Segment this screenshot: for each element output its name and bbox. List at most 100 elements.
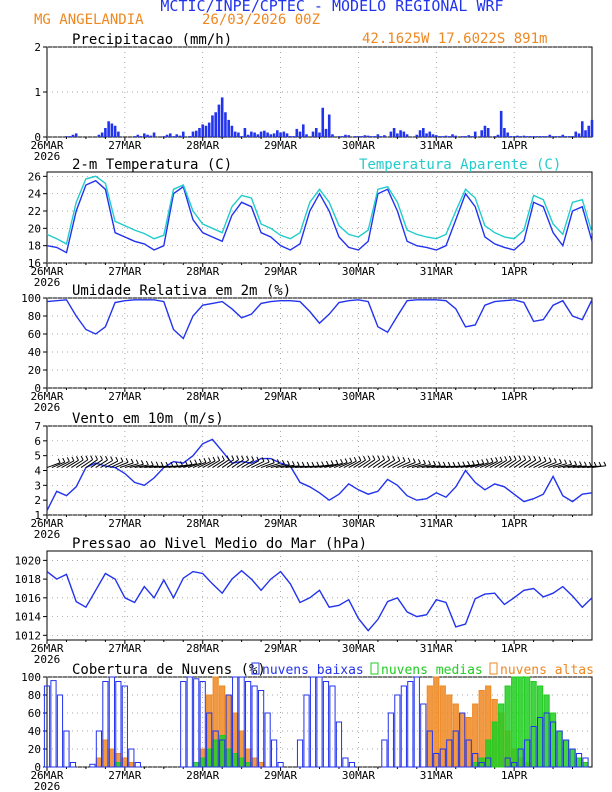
wind-barb (51, 461, 65, 468)
wind-barb-flag (495, 457, 498, 462)
y-tick-label: 20 (28, 222, 41, 235)
precip-bar (447, 136, 451, 137)
wind-barb-flag (251, 456, 255, 461)
wind-barb-flag (593, 461, 597, 467)
y-tick-label: 16 (28, 257, 41, 270)
precip-bar (344, 134, 347, 137)
series-line-umidade-relativa (46, 299, 593, 340)
wind-barb (251, 460, 265, 468)
wind-barb-flag (316, 461, 320, 467)
precip-bar (253, 132, 256, 137)
cloud-bar-nuvens-baixas (309, 676, 317, 768)
wind-barb (489, 460, 503, 468)
wind-barb (494, 459, 507, 468)
precip-bar (545, 136, 548, 137)
cloud-bar-nuvens-medias (537, 685, 544, 768)
wind-barb-flag (553, 458, 557, 463)
wind-barb (421, 464, 436, 469)
precip-bar (107, 121, 110, 137)
x-tick-label: 31MAR (420, 139, 453, 152)
wind-barb-flag (189, 460, 193, 465)
wind-barb (343, 460, 357, 468)
wind-barb-flag (281, 459, 285, 465)
precip-bar (561, 134, 565, 137)
wind-barb-flag (184, 460, 188, 466)
precip-bar (366, 135, 370, 137)
wind-barb-flag (194, 459, 198, 464)
cloud-bar-nuvens-medias (517, 676, 524, 768)
x-tick-label: 27MAR (108, 139, 141, 152)
wind-barb-flag (523, 455, 527, 460)
wind-barb-flag (442, 461, 446, 467)
wind-barb-flag (105, 455, 108, 461)
x-tick-label: 27MAR (108, 642, 141, 655)
cloud-bar-nuvens-baixas (569, 748, 576, 768)
wind-barb (338, 461, 352, 468)
wind-barb (226, 459, 239, 468)
precip-bar (551, 136, 555, 137)
x-tick-label: 26MAR (30, 769, 63, 782)
wind-barb (504, 459, 517, 468)
x-tick-label: 28MAR (186, 139, 219, 152)
precip-bar (327, 114, 331, 137)
precip-bar (558, 136, 561, 137)
precip-bar (509, 136, 513, 137)
precip-bar (233, 131, 237, 137)
wind-barb-flag (504, 456, 508, 461)
wind-barb (591, 465, 606, 469)
wind-barb (567, 464, 582, 469)
wind-barb (231, 459, 244, 468)
y-tick-label: 0 (34, 382, 41, 395)
precip-bar (532, 136, 535, 137)
wind-barb (207, 460, 220, 468)
wind-barb (411, 463, 426, 469)
cloud-bar-nuvens-baixas (504, 757, 511, 768)
y-tick-label: 2 (34, 494, 41, 507)
wind-barb (71, 459, 84, 468)
cloud-bar-nuvens-medias (485, 739, 492, 768)
precip-bar (104, 128, 107, 137)
cloud-bar-nuvens-baixas (102, 681, 109, 768)
wind-barb (465, 463, 480, 469)
wind-barb (528, 460, 542, 468)
precip-bar (201, 124, 205, 137)
cloud-bar-nuvens-altas (426, 685, 433, 768)
wind-barb (183, 463, 197, 469)
wind-barb (275, 464, 290, 469)
cloud-bar-nuvens-baixas (238, 676, 245, 768)
cloud-bar-nuvens-baixas (258, 690, 265, 768)
wind-barb-flag (321, 461, 325, 466)
y-tick-label: 26 (28, 170, 41, 183)
wind-barb-flag (212, 456, 216, 462)
precip-bar (285, 133, 289, 137)
location-label: MG ANGELANDIA (34, 12, 144, 28)
wind-barb-flag (402, 456, 406, 462)
wind-barb-flag (528, 455, 532, 461)
cloud-bar-nuvens-baixas (562, 739, 570, 768)
legend-swatch (251, 662, 260, 675)
panel-title: Pressao ao Nivel Medio do Mar (hPa) (72, 536, 367, 552)
panel-frame (46, 297, 593, 389)
wind-barb-flag (296, 461, 300, 466)
wind-barb (46, 462, 61, 469)
precip-bar (340, 136, 344, 137)
wind-barb (265, 462, 280, 469)
wind-barb (577, 465, 592, 469)
wind-barb (436, 465, 451, 469)
precip-bar (337, 136, 341, 137)
wind-barb (212, 459, 225, 468)
cloud-bar-nuvens-baixas (121, 685, 128, 768)
precip-bar (373, 136, 376, 137)
wind-barb (75, 459, 89, 468)
cloud-bar-nuvens-baixas (478, 762, 485, 768)
wind-barb-flag (508, 455, 512, 461)
precip-bar (555, 136, 558, 137)
cloud-bar-nuvens-baixas (108, 676, 115, 768)
x-tick-label: 1APR (501, 769, 528, 782)
precip-bar (181, 131, 185, 137)
precip-bar (152, 132, 156, 137)
x-tick-label: 26MAR (30, 139, 63, 152)
cloud-bar-nuvens-baixas (381, 739, 388, 768)
precip-bar (486, 128, 490, 137)
legend-label: nuvens medias (381, 663, 483, 678)
